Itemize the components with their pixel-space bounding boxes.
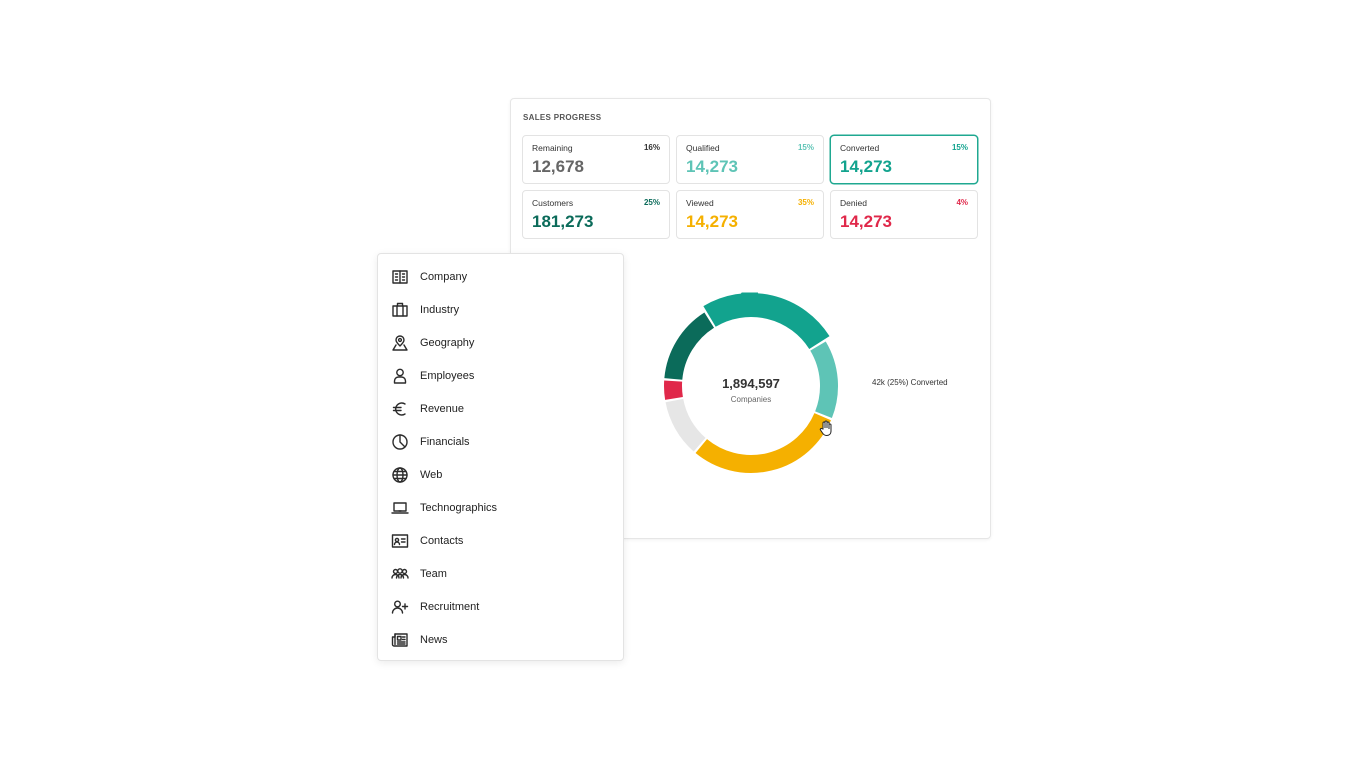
stat-value: 14,273	[840, 157, 892, 176]
pie-chart-icon	[391, 433, 409, 451]
menu-item-label: Financials	[420, 435, 470, 448]
menu-item-label: Contacts	[420, 534, 464, 547]
donut-slice-converted[interactable]	[703, 293, 830, 350]
hand-cursor-icon	[819, 420, 832, 436]
menu-item-team[interactable]: Team	[378, 557, 623, 590]
map-pin-icon	[391, 334, 409, 352]
stat-card-qualified[interactable]: Qualified 15% 14,273	[676, 135, 824, 184]
menu-item-industry[interactable]: Industry	[378, 293, 623, 326]
menu-item-label: Geography	[420, 336, 475, 349]
stat-value: 14,273	[840, 212, 892, 231]
menu-item-label: Company	[420, 270, 468, 283]
panel-title: SALES PROGRESS	[523, 113, 602, 122]
building-icon	[391, 268, 409, 286]
menu-item-company[interactable]: Company	[378, 260, 623, 293]
donut-chart-area: 1,894,597 Companies 42k (25%) Converted	[511, 289, 992, 529]
donut-slice-customers[interactable]	[664, 312, 715, 381]
menu-item-label: Web	[420, 468, 443, 481]
menu-item-geography[interactable]: Geography	[378, 326, 623, 359]
briefcase-icon	[391, 301, 409, 319]
stat-value: 12,678	[532, 157, 584, 176]
stat-percent: 25%	[643, 198, 660, 207]
stat-card-remaining[interactable]: Remaining 16% 12,678	[522, 135, 670, 184]
menu-item-revenue[interactable]: Revenue	[378, 392, 623, 425]
donut-center-label: Companies	[730, 395, 772, 404]
menu-item-contacts[interactable]: Contacts	[378, 524, 623, 557]
menu-item-label: Technographics	[420, 501, 498, 514]
menu-item-label: Revenue	[420, 402, 465, 415]
menu-item-label: Employees	[420, 369, 475, 382]
donut-slice-denied[interactable]	[664, 380, 683, 400]
stat-label: Qualified	[686, 143, 720, 153]
menu-item-web[interactable]: Web	[378, 458, 623, 491]
stat-value: 14,273	[686, 212, 738, 231]
stat-percent: 16%	[643, 143, 660, 152]
stat-card-customers[interactable]: Customers 25% 181,273	[522, 190, 670, 239]
stat-label: Viewed	[686, 198, 714, 208]
stat-card-viewed[interactable]: Viewed 35% 14,273	[676, 190, 824, 239]
stat-value: 181,273	[532, 212, 594, 231]
donut-slice-qualified[interactable]	[810, 341, 838, 419]
donut-callout-label: 42k (25%) Converted	[872, 378, 948, 387]
stat-label: Denied	[840, 198, 867, 208]
donut-callout-line	[729, 292, 758, 310]
menu-item-label: News	[420, 633, 448, 646]
category-menu: Company Industry Geography Employees Rev…	[377, 253, 624, 661]
stat-percent: 4%	[956, 198, 968, 207]
globe-icon	[391, 466, 409, 484]
menu-item-technographics[interactable]: Technographics	[378, 491, 623, 524]
stat-percent: 15%	[797, 143, 814, 152]
stat-percent: 35%	[797, 198, 814, 207]
stat-card-converted[interactable]: Converted 15% 14,273	[830, 135, 978, 184]
stat-label: Customers	[532, 198, 574, 208]
euro-icon	[391, 400, 409, 418]
contact-card-icon	[391, 532, 409, 550]
stats-grid: Remaining 16% 12,678 Qualified 15% 14,27…	[522, 135, 980, 239]
menu-item-financials[interactable]: Financials	[378, 425, 623, 458]
stat-label: Remaining	[532, 143, 573, 153]
donut-slice-remaining[interactable]	[665, 398, 706, 452]
donut-slice-viewed[interactable]	[695, 412, 831, 473]
donut-center-value: 1,894,597	[722, 376, 780, 391]
menu-item-label: Recruitment	[420, 600, 480, 613]
newspaper-icon	[391, 631, 409, 649]
stat-card-denied[interactable]: Denied 4% 14,273	[830, 190, 978, 239]
menu-item-employees[interactable]: Employees	[378, 359, 623, 392]
menu-item-recruitment[interactable]: Recruitment	[378, 590, 623, 623]
add-user-icon	[391, 598, 409, 616]
menu-item-news[interactable]: News	[378, 623, 623, 656]
menu-item-label: Team	[420, 567, 447, 580]
donut-chart[interactable]	[511, 289, 992, 529]
team-icon	[391, 565, 409, 583]
stat-value: 14,273	[686, 157, 738, 176]
stat-label: Converted	[840, 143, 880, 153]
person-icon	[391, 367, 409, 385]
menu-item-label: Industry	[420, 303, 460, 316]
laptop-icon	[391, 499, 409, 517]
stat-percent: 15%	[951, 143, 968, 152]
